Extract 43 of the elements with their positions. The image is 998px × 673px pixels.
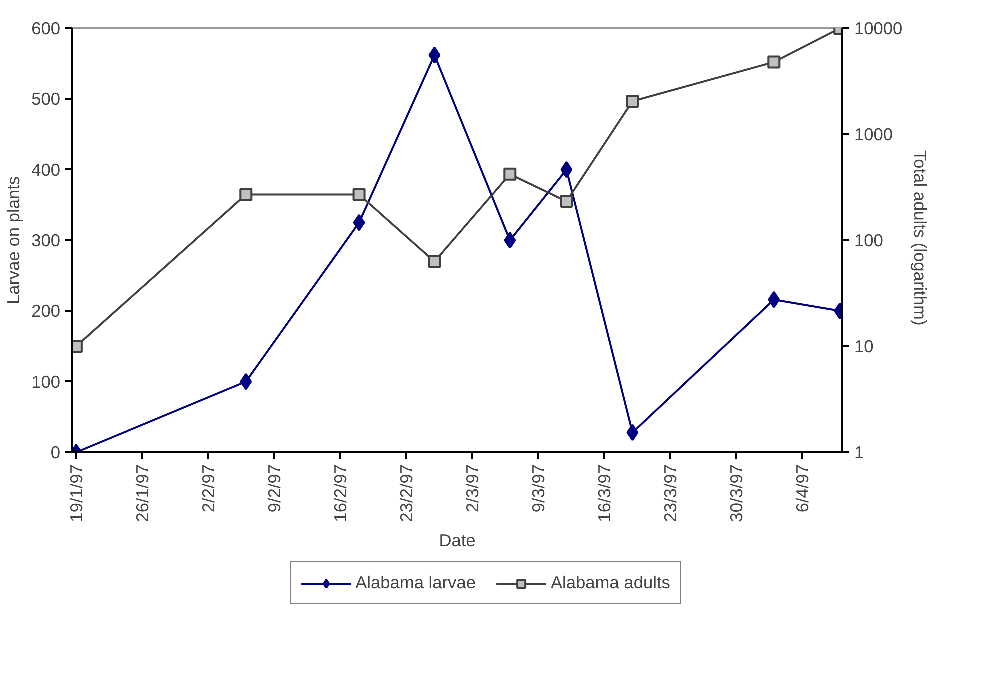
y-tick-label: 500 <box>32 89 61 110</box>
y-tick-label: 0 <box>50 442 61 462</box>
legend-label: Alabama larvae <box>356 572 476 594</box>
point <box>240 188 253 202</box>
point <box>240 373 252 390</box>
x-tick-label: 16/3/97 <box>594 464 614 522</box>
y-tick-label: 600 <box>32 18 61 38</box>
y2-tick-label: 100 <box>854 230 884 250</box>
point <box>428 255 442 268</box>
y2-tick-label: 10000 <box>854 18 903 38</box>
y-tick-label: 300 <box>32 230 61 250</box>
y-tick-label: 400 <box>32 160 61 180</box>
legend-label: Alabama adults <box>550 572 670 594</box>
x-tick-label: 23/3/97 <box>660 464 680 522</box>
x-tick-label: 23/2/97 <box>396 464 416 522</box>
x-tick-label: 19/1/97 <box>66 464 86 522</box>
y-tick-label: 200 <box>32 301 61 322</box>
point <box>504 168 517 181</box>
y-tick-label: 100 <box>32 372 61 392</box>
point <box>626 94 640 108</box>
point <box>768 291 780 308</box>
x-tick-label: 9/2/97 <box>264 464 284 513</box>
x-tick-label: 26/1/97 <box>132 464 152 522</box>
point <box>626 424 639 442</box>
x-tick-label: 2/3/97 <box>462 464 482 513</box>
point <box>428 46 441 64</box>
y-axis-title: Larvae on plants <box>4 176 24 305</box>
x-tick-label: 30/3/97 <box>726 464 746 522</box>
point <box>560 195 574 208</box>
point <box>353 214 366 232</box>
y2-tick-label: 1 <box>854 442 864 462</box>
point <box>352 188 366 202</box>
x-tick-label: 2/2/97 <box>198 464 218 513</box>
x-tick-label: 6/4/97 <box>792 464 812 513</box>
point <box>768 56 781 69</box>
point <box>560 161 573 178</box>
y2-tick-label: 1000 <box>854 124 894 144</box>
x-axis-title: Date <box>439 530 476 550</box>
x-tick-label: 16/2/97 <box>330 464 350 522</box>
point <box>504 232 516 249</box>
y2-axis-title: Total adults (logarithm) <box>910 150 931 326</box>
y2-tick-label: 10 <box>854 336 874 356</box>
x-tick-label: 9/3/97 <box>528 464 548 513</box>
